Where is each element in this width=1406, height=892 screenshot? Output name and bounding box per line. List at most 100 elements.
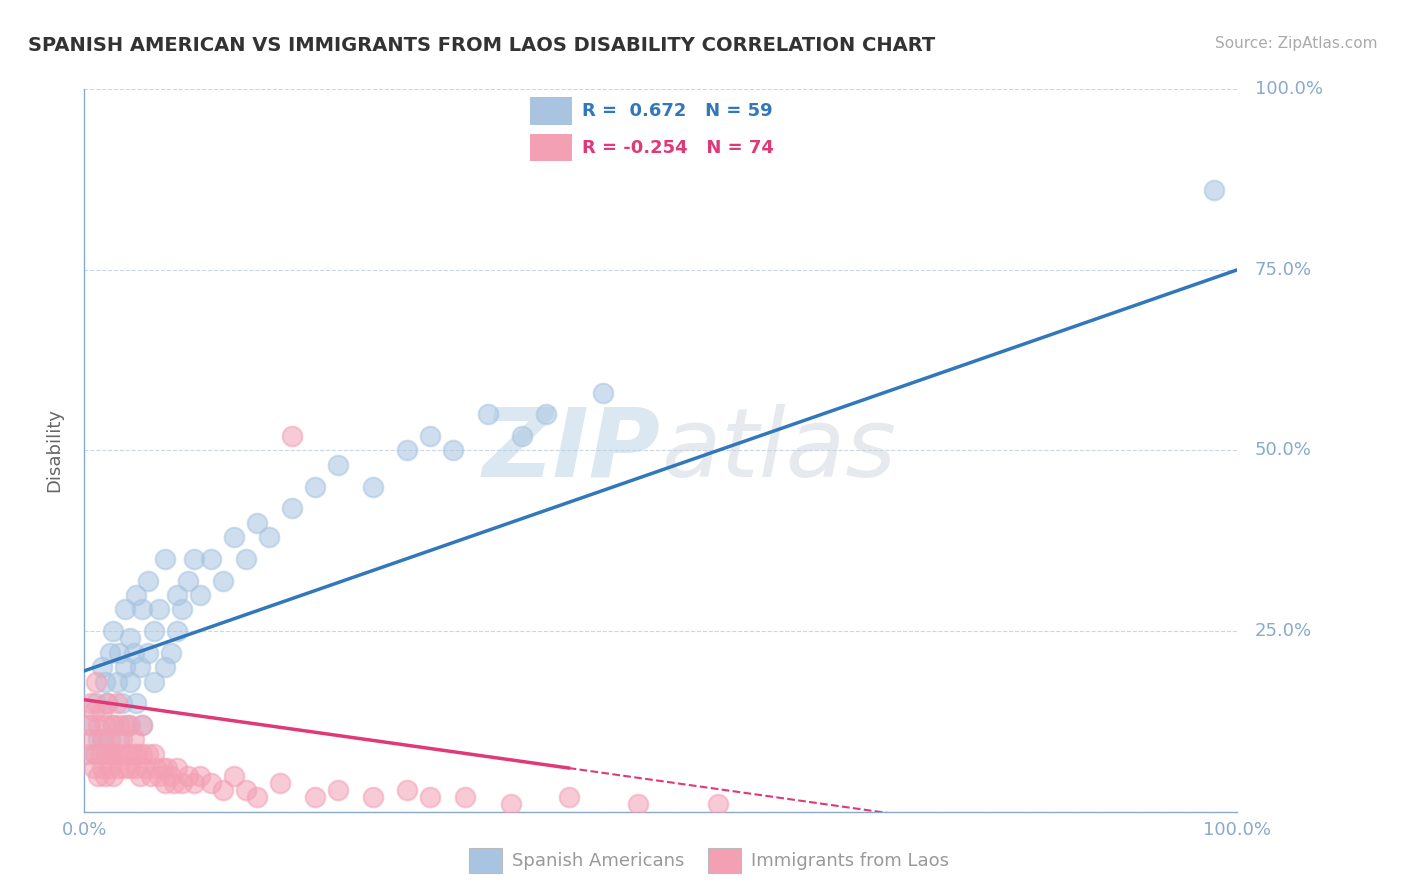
Point [79,718,101,732]
Point [98,761,121,775]
Text: atlas: atlas [661,404,896,497]
Point [153,551,176,566]
Point [152,761,174,775]
Point [211,783,233,797]
Point [103,718,124,732]
Point [499,797,522,812]
Point [188,769,211,783]
Point [361,790,384,805]
Point [145,761,167,775]
Point [105,747,128,761]
Point [131,602,153,616]
Point [89,747,111,761]
Point [131,718,153,732]
Point [136,646,159,660]
Point [136,574,159,588]
Point [246,516,269,530]
Point [76,747,98,761]
Point [96,696,118,710]
Point [87,732,110,747]
Point [98,747,121,761]
Bar [468,848,502,873]
Point [235,783,257,797]
Point [134,761,156,775]
Point [77,718,100,732]
Point [114,602,136,616]
Point [90,660,112,674]
Point [128,769,150,783]
Point [396,783,419,797]
Point [108,718,131,732]
Point [1204,183,1226,197]
Point [108,761,131,775]
Point [304,480,326,494]
Point [142,674,165,689]
Point [114,718,136,732]
Point [224,769,246,783]
Point [419,790,441,805]
Point [177,769,200,783]
Point [79,732,101,747]
Text: Spanish Americans: Spanish Americans [512,852,685,870]
Point [83,704,105,718]
Point [235,551,257,566]
Point [304,790,326,805]
Text: 50.0%: 50.0% [1254,442,1312,459]
Point [166,761,188,775]
Point [105,674,128,689]
Point [114,660,136,674]
Point [122,646,145,660]
Point [454,790,477,805]
Point [120,761,142,775]
Point [122,732,145,747]
Point [281,501,304,516]
Point [281,429,304,443]
Point [96,747,118,761]
Point [156,761,179,775]
Point [183,551,205,566]
Point [163,776,186,790]
Point [172,776,194,790]
Point [84,674,107,689]
Text: Immigrants from Laos: Immigrants from Laos [751,852,949,870]
Point [111,696,134,710]
Point [105,696,128,710]
Point [94,674,117,689]
Point [84,747,107,761]
Point [103,718,124,732]
Point [90,732,112,747]
Point [326,783,349,797]
Point [153,776,176,790]
Point [177,574,200,588]
Point [83,747,105,761]
Point [111,732,134,747]
Text: SPANISH AMERICAN VS IMMIGRANTS FROM LAOS DISABILITY CORRELATION CHART: SPANISH AMERICAN VS IMMIGRANTS FROM LAOS… [28,36,935,54]
Point [153,660,176,674]
Point [125,696,148,710]
Point [707,797,730,812]
Point [141,769,163,783]
Point [117,718,139,732]
Y-axis label: Disability: Disability [45,409,63,492]
Point [103,624,124,639]
Point [83,761,105,775]
Point [125,588,148,602]
Point [110,747,132,761]
Point [361,480,384,494]
Point [90,761,112,775]
Point [200,551,222,566]
Point [160,769,183,783]
Point [94,718,117,732]
Point [224,530,246,544]
Point [477,407,499,421]
Point [148,602,170,616]
Point [120,632,142,646]
Point [142,747,165,761]
Point [627,797,650,812]
Point [211,574,233,588]
Point [96,696,118,710]
Point [121,747,143,761]
Bar [530,134,572,161]
Point [148,769,170,783]
Point [127,747,149,761]
